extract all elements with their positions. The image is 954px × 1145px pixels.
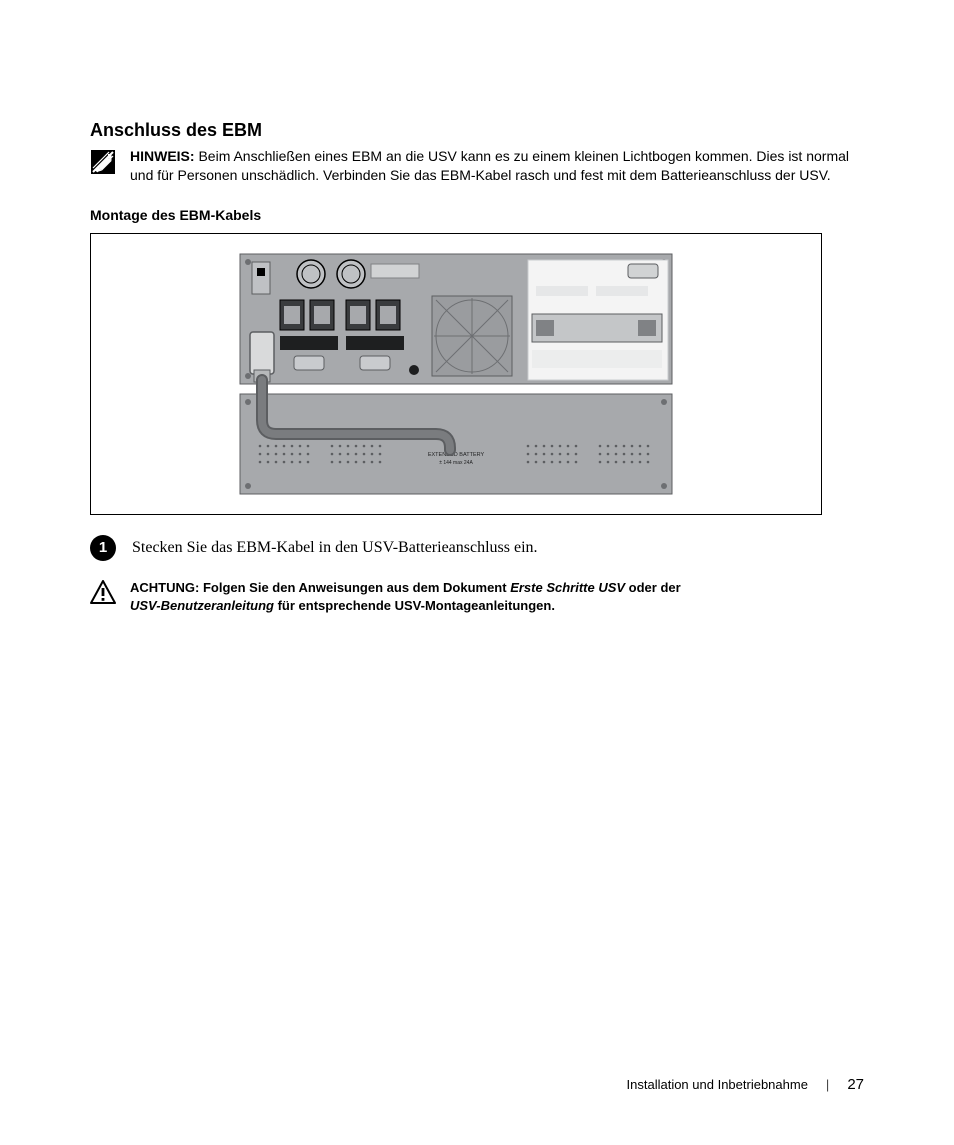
- section-heading: Anschluss des EBM: [90, 120, 864, 141]
- footer-separator: |: [826, 1077, 829, 1092]
- caution-doc1: Erste Schritte USV: [510, 580, 625, 595]
- step-1-text: Stecken Sie das EBM-Kabel in den USV-Bat…: [132, 539, 538, 557]
- caution-part3: für entsprechende USV-Montageanleitungen…: [274, 598, 555, 613]
- caution-doc2: USV-Benutzeranleitung: [130, 598, 274, 613]
- footer-page-number: 27: [847, 1076, 864, 1093]
- step-number-badge: 1: [90, 535, 116, 561]
- caution-part2: oder der: [625, 580, 681, 595]
- figure-frame: EXTENDED BATTERY ± 144 max 24A: [90, 233, 822, 515]
- ups-rear-diagram: EXTENDED BATTERY ± 144 max 24A: [236, 250, 676, 498]
- note-block: HINWEIS: Beim Anschließen eines EBM an d…: [90, 147, 864, 185]
- caution-text: ACHTUNG: Folgen Sie den Anweisungen aus …: [130, 579, 681, 615]
- note-body: Beim Anschließen eines EBM an die USV ka…: [130, 148, 849, 183]
- page-footer: Installation und Inbetriebnahme | 27: [627, 1076, 864, 1093]
- footer-section: Installation und Inbetriebnahme: [627, 1077, 808, 1092]
- step-1-row: 1 Stecken Sie das EBM-Kabel in den USV-B…: [90, 535, 864, 561]
- caution-label: ACHTUNG:: [130, 580, 199, 595]
- figure-label-extended-battery-sub: ± 144 max 24A: [439, 460, 473, 466]
- warning-triangle-icon: [90, 580, 116, 604]
- subheading: Montage des EBM-Kabels: [90, 207, 864, 223]
- note-label: HINWEIS:: [130, 148, 195, 164]
- page: Anschluss des EBM HINWEIS: Beim Anschlie…: [0, 0, 954, 1145]
- figure-label-extended-battery: EXTENDED BATTERY: [428, 452, 485, 458]
- caution-part1: Folgen Sie den Anweisungen aus dem Dokum…: [203, 580, 510, 595]
- note-icon: [90, 149, 116, 175]
- note-text: HINWEIS: Beim Anschließen eines EBM an d…: [130, 147, 864, 185]
- caution-block: ACHTUNG: Folgen Sie den Anweisungen aus …: [90, 579, 864, 615]
